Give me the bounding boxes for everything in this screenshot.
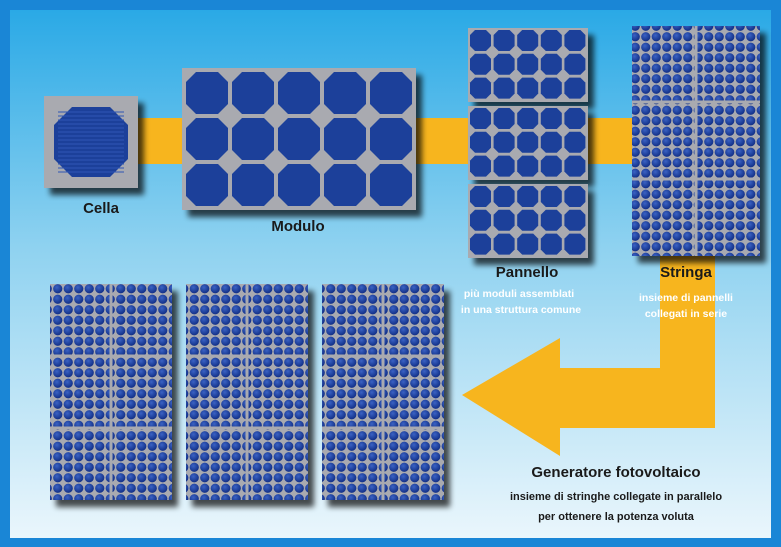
panel-cell (517, 186, 539, 207)
panel-cell (517, 209, 539, 231)
panel-cell (493, 131, 515, 153)
panel-cell (564, 53, 586, 75)
module-cell (232, 72, 274, 114)
module-cell (370, 72, 412, 114)
module-cell (186, 72, 228, 114)
label-stringa-desc-1: insieme di pannelli (639, 292, 733, 304)
generator-arrow (462, 164, 715, 456)
panel-cell (493, 77, 515, 99)
panel-cell (517, 155, 539, 177)
panel-cell (540, 30, 562, 51)
panel-cell (564, 186, 586, 207)
label-generatore: Generatore fotovoltaico (531, 464, 700, 481)
panel-cell (540, 209, 562, 231)
string-unit (632, 26, 760, 256)
panel-cell (517, 108, 539, 129)
label-pannello-desc-1: più moduli assemblati (464, 288, 574, 300)
label-generatore-desc-2: per ottenere la potenza voluta (538, 511, 695, 523)
panel-cell (540, 155, 562, 177)
panel-cell (470, 131, 491, 153)
panel-cell (564, 77, 586, 99)
panel-cell (564, 209, 586, 231)
panel-cell (540, 233, 562, 255)
panel-cell (493, 53, 515, 75)
panel-cell (470, 53, 491, 75)
panel-cell (517, 77, 539, 99)
panel-cell (517, 53, 539, 75)
module-cell (278, 164, 320, 206)
label-cella: Cella (83, 200, 120, 217)
panel-cell (564, 233, 586, 255)
label-pannello-desc-2: in una struttura comune (461, 304, 581, 316)
cell-unit (44, 96, 138, 188)
panel-cell (564, 131, 586, 153)
panel-cell (517, 233, 539, 255)
panel-cell (564, 108, 586, 129)
panel-cell (470, 209, 491, 231)
panel-cell (470, 77, 491, 99)
label-modulo: Modulo (271, 218, 324, 235)
panel-cell (564, 155, 586, 177)
module-cell (278, 72, 320, 114)
label-stringa: Stringa (660, 264, 712, 281)
panel-cell (470, 30, 491, 51)
module-cell (324, 164, 366, 206)
panel-cell (470, 108, 491, 129)
module-cell (232, 118, 274, 160)
panel-cell (493, 209, 515, 231)
panel-cell (517, 30, 539, 51)
panel-cell (540, 186, 562, 207)
module-cell (186, 118, 228, 160)
module-cell (370, 164, 412, 206)
panel-cell (493, 30, 515, 51)
module-cell (324, 118, 366, 160)
panel-cell (540, 77, 562, 99)
module-cell (232, 164, 274, 206)
panel-cell (540, 131, 562, 153)
panel-cell (470, 155, 491, 177)
panel-cell (564, 30, 586, 51)
generator-unit (50, 284, 444, 500)
module-cell (278, 118, 320, 160)
cell-grid-lines (58, 111, 124, 173)
panel-cell (493, 155, 515, 177)
panel-unit (468, 28, 588, 258)
label-pannello: Pannello (496, 264, 559, 281)
panel-cell (540, 53, 562, 75)
module-cell (186, 164, 228, 206)
panel-cell (470, 233, 491, 255)
panel-cell (517, 131, 539, 153)
module-cell (324, 72, 366, 114)
module-cell (370, 118, 412, 160)
panel-cell (493, 233, 515, 255)
module-unit (182, 68, 416, 210)
panel-cell (493, 108, 515, 129)
label-generatore-desc-1: insieme di stringhe collegate in paralle… (510, 491, 722, 503)
label-stringa-desc-2: collegati in serie (645, 308, 727, 320)
panel-cell (470, 186, 491, 207)
panel-cell (540, 108, 562, 129)
panel-cell (493, 186, 515, 207)
